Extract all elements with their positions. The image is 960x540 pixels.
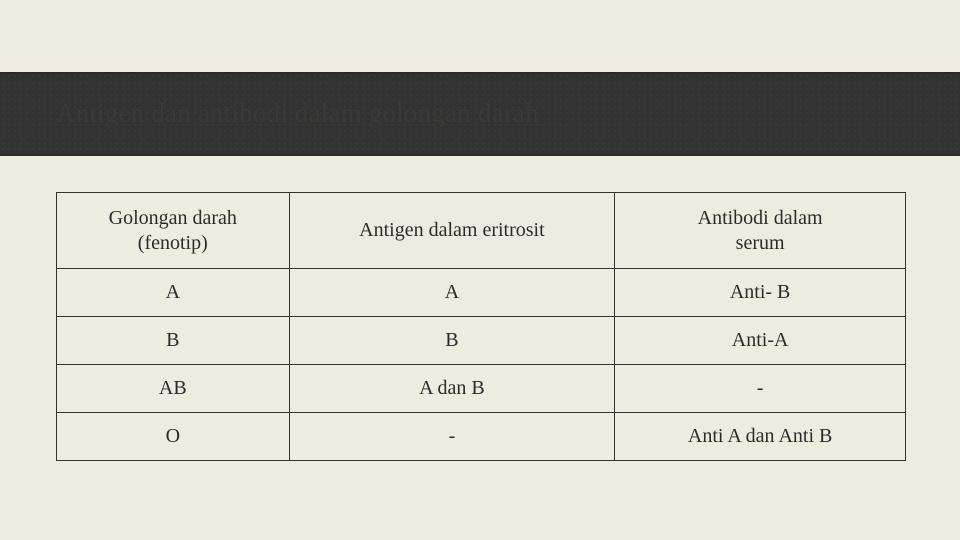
cell: B (289, 317, 615, 365)
cell: AB (57, 365, 290, 413)
table-row: A A Anti- B (57, 269, 906, 317)
col-header-1-line1: Antigen dalam eritrosit (300, 218, 605, 243)
col-header-0-line2: (fenotip) (67, 231, 279, 256)
cell: - (289, 413, 615, 461)
cell: - (615, 365, 906, 413)
blood-type-table: Golongan darah (fenotip) Antigen dalam e… (56, 192, 906, 461)
col-header-2-line2: serum (625, 231, 895, 256)
cell: Anti-A (615, 317, 906, 365)
col-header-0-line1: Golongan darah (67, 206, 279, 231)
cell: O (57, 413, 290, 461)
table-header-row: Golongan darah (fenotip) Antigen dalam e… (57, 193, 906, 269)
table-row: AB A dan B - (57, 365, 906, 413)
table-row: B B Anti-A (57, 317, 906, 365)
col-header-2: Antibodi dalam serum (615, 193, 906, 269)
col-header-1: Antigen dalam eritrosit (289, 193, 615, 269)
cell: Anti- B (615, 269, 906, 317)
cell: A dan B (289, 365, 615, 413)
cell: A (57, 269, 290, 317)
cell: A (289, 269, 615, 317)
slide-title: Antigen dan antibodi dalam golongan dara… (56, 98, 539, 129)
table: Golongan darah (fenotip) Antigen dalam e… (56, 192, 906, 461)
col-header-2-line1: Antibodi dalam (625, 206, 895, 231)
table-row: O - Anti A dan Anti B (57, 413, 906, 461)
col-header-0: Golongan darah (fenotip) (57, 193, 290, 269)
cell: B (57, 317, 290, 365)
cell: Anti A dan Anti B (615, 413, 906, 461)
